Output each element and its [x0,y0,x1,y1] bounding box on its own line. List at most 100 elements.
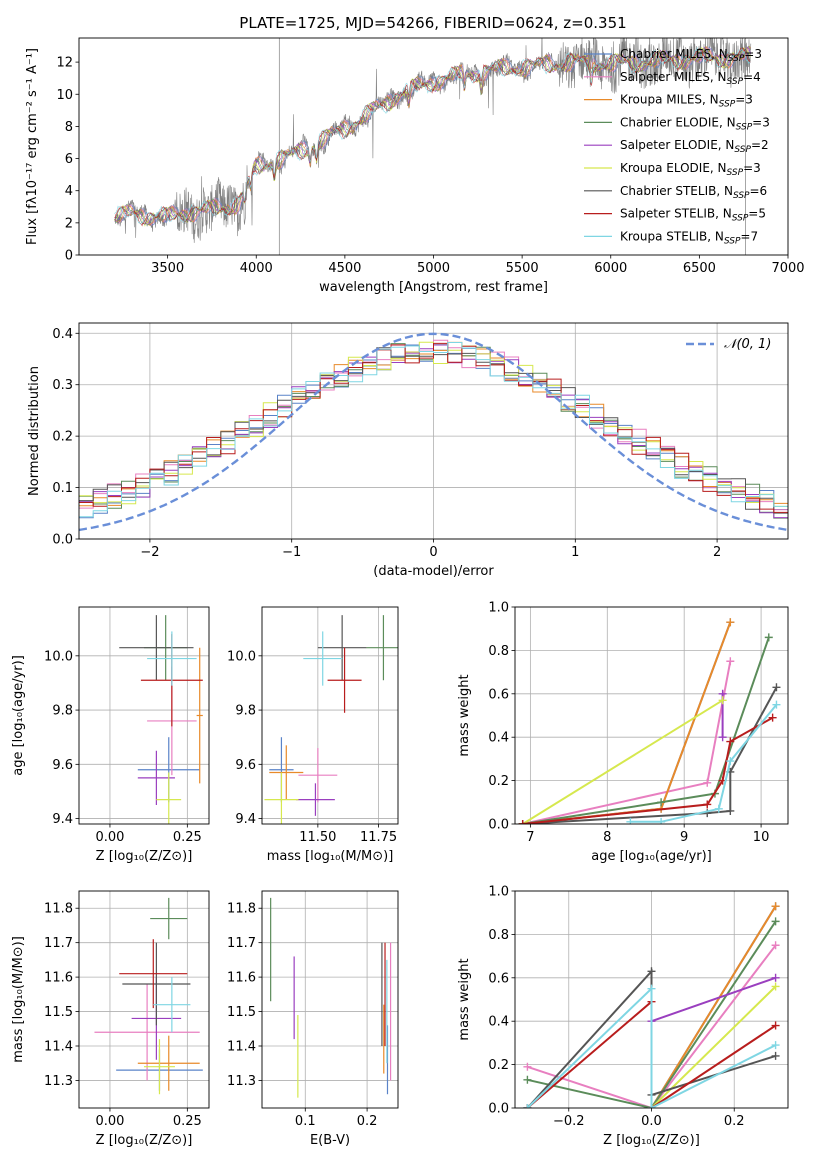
figure-title: PLATE=1725, MJD=54266, FIBERID=0624, z=0… [239,14,626,32]
x-tick-label: −0.2 [553,1114,585,1129]
x-tick-label: 0.00 [95,830,124,845]
y-tick-label: 1.0 [488,885,509,900]
y-tick-label: 10.0 [44,649,73,664]
legend-label: Chabrier ELODIE, NSSP=3 [620,115,770,132]
y-tick-label: 10 [56,88,73,103]
weight-marker [771,1041,780,1050]
legend-label-text: Salpeter STELIB, N [620,207,732,221]
legend-label-tail: =4 [743,70,761,84]
weight-marker [771,941,780,950]
axes-frame [78,606,210,825]
axes-frame [514,890,789,1109]
legend-label: Kroupa ELODIE, NSSP=3 [620,161,761,178]
x-axis-label: Z [log₁₀(Z/Z⊙)] [96,849,193,864]
spectrum-model-line [114,47,751,225]
x-tick-label: 1 [571,545,579,560]
spectrum-data-line [114,38,752,243]
axes-frame [78,890,210,1109]
weight-marker [771,917,780,926]
normal-curve-line [79,332,788,532]
weight-line [522,661,732,824]
weight-marker [771,902,780,911]
x-tick-label: 4000 [240,261,273,276]
y-tick-label: 0.4 [488,1015,509,1030]
y-tick-label: 11.3 [44,1074,73,1089]
legend-label: Kroupa STELIB, NSSP=7 [620,229,758,246]
axes-residuals: −2 −1 0 1 2 0.0 0.1 0.2 0.3 0.4 (data-model)/error… [27,322,789,579]
axes-age_vs_mass: 11.50 11.75 9.4 9.6 9.8 10.0 mass [log₁₀(M/M⊙)… [227,606,399,864]
x-tick-label: 6000 [594,261,627,276]
x-tick-label: 0.2 [724,1114,745,1129]
x-axis-label: (data-model)/error [373,564,494,579]
legend-label-sub: SSP [732,214,749,224]
y-tick-label: 10.0 [227,649,256,664]
weight-marker [726,806,735,815]
y-tick-label: 0.8 [488,644,509,659]
axes-mass_vs_EBV: 0.1 0.2 11.3 11.4 11.5 11.6 11.7 11.8 E(B-V) [227,890,399,1148]
weight-marker [703,800,712,809]
weight-marker [726,757,735,766]
histogram-step-line [79,342,788,513]
legend-label-text: Chabrier STELIB, N [620,184,733,198]
axes-frame [261,890,399,1109]
y-tick-label: 11.7 [227,936,256,951]
x-axis-label: mass [log₁₀(M/M⊙)] [267,849,394,864]
x-tick-label: 6500 [683,261,716,276]
axes-frame [514,606,789,825]
weight-marker [647,984,656,993]
y-tick-label: 0.1 [52,481,73,496]
spectrum-model-line [114,45,751,227]
legend-label-text: Kroupa STELIB, N [620,229,724,243]
axes-mass_vs_Z: 0.00 0.25 11.3 11.4 11.5 11.6 11.7 11.8 Z [log₁₀… [11,890,210,1148]
legend-label-tail: =6 [750,184,768,198]
y-tick-label: 0 [65,249,73,264]
y-tick-label: 11.6 [227,971,256,986]
weight-marker [518,820,527,824]
weight-marker [726,737,735,746]
legend-label-tail: =5 [748,207,766,221]
weight-marker [771,1051,780,1060]
legend-label-tail: =3 [735,93,753,107]
y-tick-label: 0.0 [488,818,509,833]
legend-label-sub: SSP [734,145,751,155]
x-axis-label: Z [log₁₀(Z/Z⊙)] [96,1133,193,1148]
y-tick-label: 0.6 [488,687,509,702]
plot-area-mass_weight_vs_Z [523,902,780,1108]
weight-marker [657,798,666,807]
y-tick-label: 9.6 [52,758,73,773]
plot-area-spectrum [114,38,752,255]
x-tick-label: 3500 [151,261,184,276]
legend-label: Salpeter ELODIE, NSSP=2 [620,138,769,155]
legend-label-tail: =3 [752,115,770,129]
x-tick-label: −1 [282,545,301,560]
weight-marker [771,973,780,982]
weight-marker [771,1021,780,1030]
spectrum-model-line [114,47,751,227]
weight-marker [523,1062,532,1071]
legend-label-sub: SSP [733,191,750,201]
weight-marker [771,982,780,991]
y-tick-label: 8 [65,120,73,135]
weight-marker [772,683,781,692]
y-tick-label: 0.2 [488,1058,509,1073]
x-tick-label: 5500 [506,261,539,276]
residuals-legend: 𝒩(0, 1) [686,337,771,352]
legend-label-sub: SSP [727,168,744,178]
weight-marker [703,778,712,787]
plot-area-mass_vs_EBV [270,897,392,1098]
x-axis-label: age [log₁₀(age/yr)] [591,849,712,864]
legend-label: Chabrier STELIB, NSSP=6 [620,184,767,201]
x-axis-label: Z [log₁₀(Z/Z⊙)] [603,1133,700,1148]
x-tick-label: −2 [140,545,159,560]
y-axis-label: age [log₁₀(age/yr)] [11,655,26,776]
x-tick-label: 2 [713,545,721,560]
x-tick-label: 0.25 [173,1114,202,1129]
legend-label-tail: =7 [740,229,758,243]
y-tick-label: 0.0 [488,1102,509,1117]
x-tick-label: 9 [680,830,688,845]
y-tick-label: 0.6 [488,971,509,986]
y-tick-label: 11.8 [227,902,256,917]
y-tick-label: 0.0 [52,533,73,548]
y-tick-label: 0.3 [52,378,73,393]
